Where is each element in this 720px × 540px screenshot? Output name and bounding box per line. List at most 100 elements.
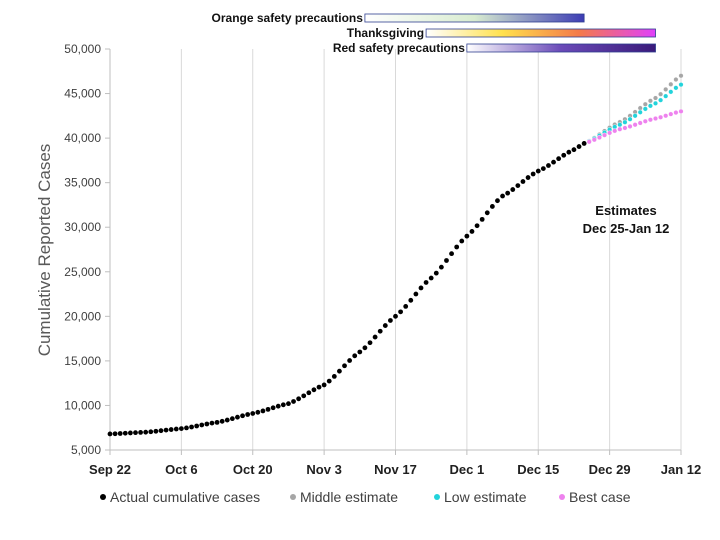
event-bar: [364, 13, 585, 23]
data-point: [653, 95, 659, 101]
data-point: [163, 427, 169, 433]
data-point: [357, 349, 363, 355]
data-point: [255, 409, 261, 415]
data-point: [647, 103, 653, 109]
data-point: [286, 401, 291, 407]
data-point: [459, 238, 465, 244]
data-point: [449, 251, 454, 257]
y-tick-label: 15,000: [64, 354, 101, 368]
data-point: [678, 108, 684, 114]
y-tick-label: 25,000: [64, 265, 101, 279]
data-point: [607, 130, 613, 136]
y-tick-label: 40,000: [64, 131, 101, 145]
data-point: [321, 382, 327, 388]
data-point: [530, 171, 536, 177]
data-point: [204, 421, 210, 427]
data-point: [168, 427, 174, 432]
data-point: [571, 147, 577, 153]
x-tick-label: Sep 22: [89, 462, 131, 477]
data-point: [586, 139, 592, 145]
data-point: [622, 119, 628, 125]
data-point: [658, 97, 664, 103]
data-point: [627, 123, 633, 129]
data-point: [352, 353, 358, 359]
y-tick-label: 45,000: [64, 87, 101, 101]
annotation-line-1: Estimates: [595, 203, 656, 218]
grid: [180, 49, 682, 450]
data-point: [382, 323, 388, 328]
data-point: [551, 159, 556, 165]
data-point: [173, 426, 179, 432]
data-point: [326, 378, 332, 384]
data-point: [510, 187, 516, 192]
data-point: [484, 210, 490, 216]
data-point: [678, 73, 684, 79]
event-bars: Orange safety precautionsThanksgivingRed…: [212, 11, 656, 55]
data-point: [398, 309, 403, 315]
legend-label: Low estimate: [444, 489, 527, 505]
data-point: [306, 390, 312, 396]
data-point: [653, 100, 659, 106]
data-point: [540, 166, 546, 171]
data-point: [158, 428, 164, 434]
data-point: [647, 98, 653, 104]
x-tick-label: Oct 20: [233, 462, 273, 477]
data-point: [464, 233, 470, 239]
event-bar-label: Red safety precautions: [333, 41, 465, 55]
data-point: [342, 363, 347, 369]
legend-marker: [100, 494, 106, 500]
data-point: [637, 105, 643, 111]
data-point: [275, 403, 281, 409]
data-point: [566, 149, 572, 155]
x-tick-label: Dec 15: [517, 462, 559, 477]
event-bar: [425, 28, 656, 38]
data-point: [673, 110, 679, 116]
data-point: [637, 109, 643, 115]
data-point: [199, 422, 205, 428]
legend-marker: [290, 494, 296, 500]
x-tick-label: Dec 1: [450, 462, 485, 477]
y-tick-label: 50,000: [64, 42, 101, 56]
data-point: [668, 111, 674, 117]
data-point: [219, 418, 225, 424]
data-point: [617, 122, 623, 128]
data-point: [663, 93, 669, 99]
data-point: [627, 116, 633, 122]
data-point: [500, 193, 505, 199]
legend-label: Actual cumulative cases: [110, 489, 260, 505]
data-point: [311, 387, 317, 393]
y-tick-label: 20,000: [64, 309, 101, 323]
data-point: [235, 414, 240, 420]
data-point: [189, 424, 194, 430]
data-point: [658, 91, 664, 97]
event-bar: [466, 43, 656, 53]
data-point: [647, 117, 653, 123]
data-point: [291, 399, 296, 404]
data-point: [138, 429, 143, 435]
data-point: [515, 183, 521, 189]
data-point: [377, 328, 383, 334]
data-point: [296, 396, 302, 402]
data-point: [122, 430, 128, 436]
data-point: [612, 128, 618, 134]
data-point: [153, 428, 159, 434]
data-point: [331, 373, 337, 379]
data-point: [602, 132, 608, 138]
data-point: [546, 163, 551, 168]
data-point: [479, 216, 485, 222]
data-point: [444, 258, 449, 263]
data-point: [270, 405, 276, 411]
data-point: [250, 411, 256, 416]
event-bar-label: Orange safety precautions: [212, 11, 364, 25]
data-point: [576, 144, 582, 149]
data-point: [673, 77, 679, 83]
data-point: [505, 190, 511, 196]
data-point: [632, 122, 638, 128]
data-point: [408, 297, 414, 303]
data-point: [474, 223, 480, 229]
data-point: [403, 303, 409, 309]
data-point: [642, 118, 648, 124]
y-tick-label: 5,000: [71, 443, 101, 457]
data-point: [678, 82, 684, 88]
data-point: [143, 429, 149, 435]
